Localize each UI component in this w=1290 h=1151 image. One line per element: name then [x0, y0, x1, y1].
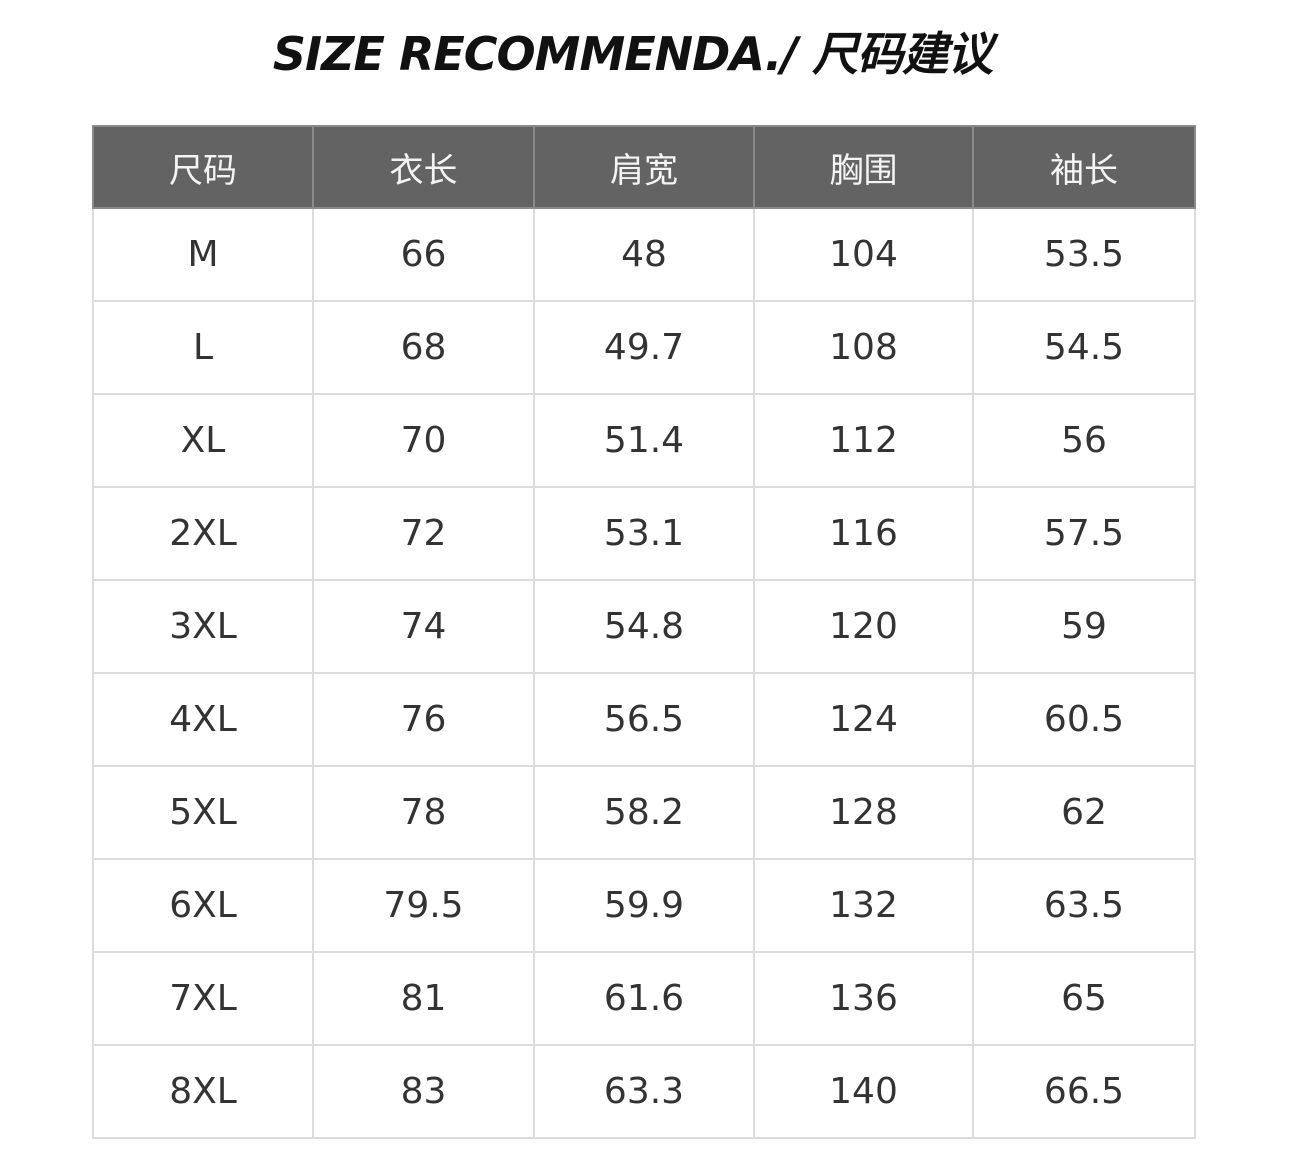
table-cell: 79.5 [312, 858, 535, 953]
table-cell: 3XL [92, 579, 314, 674]
table-row: XL 70 51.4 112 56 [92, 393, 1196, 488]
size-table: 尺码 衣长 肩宽 胸围 袖长 M 66 48 104 53.5 L 68 49.7 108 54.5 XL 7… [92, 125, 1196, 1139]
table-cell: 2XL [92, 486, 314, 581]
column-header: 尺码 [92, 125, 314, 209]
table-cell: 56 [972, 393, 1196, 488]
table-cell: 62 [972, 765, 1196, 860]
table-row: L 68 49.7 108 54.5 [92, 300, 1196, 395]
column-header: 袖长 [972, 125, 1196, 209]
table-row: 7XL 81 61.6 136 65 [92, 951, 1196, 1046]
table-cell: 7XL [92, 951, 314, 1046]
table-cell: 6XL [92, 858, 314, 953]
table-cell: 78 [312, 765, 535, 860]
table-cell: 120 [753, 579, 974, 674]
table-cell: 4XL [92, 672, 314, 767]
table-row: 4XL 76 56.5 124 60.5 [92, 672, 1196, 767]
table-cell: 61.6 [533, 951, 755, 1046]
table-cell: 8XL [92, 1044, 314, 1139]
column-header: 衣长 [312, 125, 535, 209]
table-cell: 63.3 [533, 1044, 755, 1139]
table-cell: 124 [753, 672, 974, 767]
table-cell: 108 [753, 300, 974, 395]
table-cell: 72 [312, 486, 535, 581]
table-cell: 60.5 [972, 672, 1196, 767]
page-title: SIZE RECOMMENDA./ 尺码建议 [272, 27, 993, 81]
table-row: M 66 48 104 53.5 [92, 207, 1196, 302]
column-header: 胸围 [753, 125, 974, 209]
table-cell: 76 [312, 672, 535, 767]
table-cell: 59 [972, 579, 1196, 674]
table-cell: 128 [753, 765, 974, 860]
table-cell: 54.8 [533, 579, 755, 674]
table-header-row: 尺码 衣长 肩宽 胸围 袖长 [92, 125, 1196, 209]
table-cell: 74 [312, 579, 535, 674]
table-cell: 104 [753, 207, 974, 302]
table-cell: 5XL [92, 765, 314, 860]
table-cell: L [92, 300, 314, 395]
table-cell: XL [92, 393, 314, 488]
table-cell: 54.5 [972, 300, 1196, 395]
table-cell: 57.5 [972, 486, 1196, 581]
table-cell: 70 [312, 393, 535, 488]
table-cell: 65 [972, 951, 1196, 1046]
table-cell: 66.5 [972, 1044, 1196, 1139]
table-cell: 58.2 [533, 765, 755, 860]
table-cell: 81 [312, 951, 535, 1046]
table-cell: 48 [533, 207, 755, 302]
table-row: 3XL 74 54.8 120 59 [92, 579, 1196, 674]
table-row: 8XL 83 63.3 140 66.5 [92, 1044, 1196, 1139]
table-row: 2XL 72 53.1 116 57.5 [92, 486, 1196, 581]
table-cell: M [92, 207, 314, 302]
column-header: 肩宽 [533, 125, 755, 209]
table-cell: 53.5 [972, 207, 1196, 302]
table-cell: 56.5 [533, 672, 755, 767]
table-cell: 51.4 [533, 393, 755, 488]
table-cell: 68 [312, 300, 535, 395]
table-cell: 132 [753, 858, 974, 953]
table-cell: 140 [753, 1044, 974, 1139]
table-cell: 116 [753, 486, 974, 581]
table-cell: 49.7 [533, 300, 755, 395]
table-cell: 59.9 [533, 858, 755, 953]
table-cell: 83 [312, 1044, 535, 1139]
table-cell: 53.1 [533, 486, 755, 581]
table-row: 6XL 79.5 59.9 132 63.5 [92, 858, 1196, 953]
table-cell: 66 [312, 207, 535, 302]
table-cell: 136 [753, 951, 974, 1046]
table-cell: 112 [753, 393, 974, 488]
table-cell: 63.5 [972, 858, 1196, 953]
table-row: 5XL 78 58.2 128 62 [92, 765, 1196, 860]
